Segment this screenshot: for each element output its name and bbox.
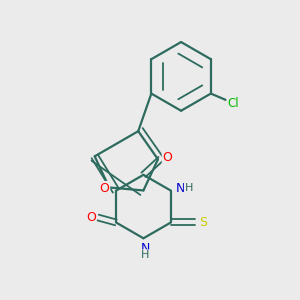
- Text: S: S: [199, 216, 207, 229]
- Text: H: H: [185, 183, 193, 193]
- Text: O: O: [86, 211, 96, 224]
- Text: N: N: [176, 182, 185, 195]
- Text: O: O: [163, 151, 172, 164]
- Text: N: N: [140, 242, 150, 255]
- Text: Cl: Cl: [227, 97, 239, 110]
- Text: H: H: [141, 250, 149, 260]
- Text: O: O: [99, 182, 109, 195]
